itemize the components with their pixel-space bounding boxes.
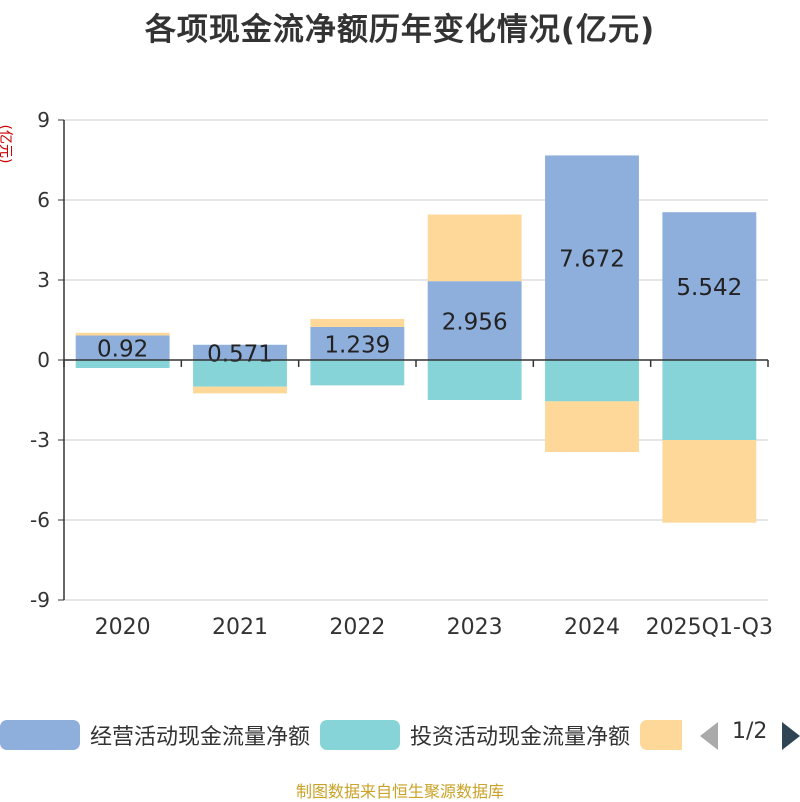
bar-operating-2024 bbox=[545, 155, 639, 360]
x-tick-label-2023: 2023 bbox=[447, 615, 503, 640]
bar-financing-2025Q1-Q3 bbox=[662, 440, 757, 523]
y-tick-label: 0 bbox=[37, 348, 50, 372]
x-tick-label-2020: 2020 bbox=[95, 615, 151, 640]
legend-swatch-financing[interactable] bbox=[640, 720, 682, 750]
chart-plot: 9 6 3 0 -3 -6 -9 0.92 0.571 1.239 2.956 7.672 5.542 2… bbox=[30, 108, 773, 640]
y-tick-label: 9 bbox=[37, 108, 50, 132]
x-tick-label-2025Q1-Q3: 2025Q1-Q3 bbox=[646, 615, 773, 640]
x-tick-label-2022: 2022 bbox=[329, 615, 385, 640]
legend-page-indicator: 1/2 bbox=[732, 719, 768, 744]
bar-financing-2020 bbox=[75, 332, 170, 336]
y-tick-label: -9 bbox=[30, 588, 50, 612]
bar-operating-2025Q1-Q3 bbox=[662, 212, 757, 360]
chart-title: 各项现金流净额历年变化情况(亿元) bbox=[144, 12, 656, 48]
data-source-note: 制图数据来自恒生聚源数据库 bbox=[295, 782, 504, 801]
bar-financing-2021 bbox=[193, 386, 287, 394]
bar-investing-2023 bbox=[427, 360, 522, 400]
legend-label-investing[interactable]: 投资活动现金流量净额 bbox=[410, 725, 631, 750]
bar-financing-2022 bbox=[310, 318, 405, 327]
legend-swatch-operating[interactable] bbox=[0, 720, 80, 750]
bar-investing-2024 bbox=[545, 360, 639, 402]
bar-operating-2020 bbox=[75, 335, 170, 360]
y-axis-unit-label: (亿元) bbox=[0, 124, 13, 164]
legend-label-operating[interactable]: 经营活动现金流量净额 bbox=[90, 725, 311, 750]
data-label-operating-2020: 0.92 bbox=[97, 337, 148, 363]
data-label-operating-2024: 7.672 bbox=[559, 247, 625, 273]
bar-operating-2023 bbox=[427, 281, 522, 360]
legend-prev-page-icon[interactable] bbox=[700, 722, 718, 750]
legend-next-page-icon[interactable] bbox=[782, 722, 800, 750]
bar-operating-2022 bbox=[310, 326, 405, 360]
bar-operating-2021 bbox=[193, 344, 287, 360]
data-label-operating-2025Q1-Q3: 5.542 bbox=[676, 275, 742, 301]
data-label-operating-2023: 2.956 bbox=[442, 310, 508, 336]
data-label-operating-2022: 1.239 bbox=[324, 332, 390, 358]
legend: 经营活动现金流量净额 投资活动现金流量净额 1/2 bbox=[0, 717, 800, 753]
y-tick-label: -3 bbox=[30, 428, 50, 452]
y-tick-label: 6 bbox=[37, 188, 50, 212]
y-tick-label: 3 bbox=[37, 268, 50, 292]
y-tick-label: -6 bbox=[30, 508, 50, 532]
x-tick-label-2021: 2021 bbox=[212, 615, 268, 640]
bar-investing-2022 bbox=[310, 360, 405, 386]
bar-investing-2021 bbox=[193, 360, 287, 387]
bar-investing-2025Q1-Q3 bbox=[662, 360, 757, 440]
bar-financing-2024 bbox=[545, 401, 639, 452]
bar-investing-2020 bbox=[75, 360, 170, 368]
bar-financing-2023 bbox=[427, 214, 522, 282]
legend-swatch-investing[interactable] bbox=[320, 720, 400, 750]
data-label-operating-2021: 0.571 bbox=[207, 341, 273, 367]
x-tick-label-2024: 2024 bbox=[564, 615, 620, 640]
